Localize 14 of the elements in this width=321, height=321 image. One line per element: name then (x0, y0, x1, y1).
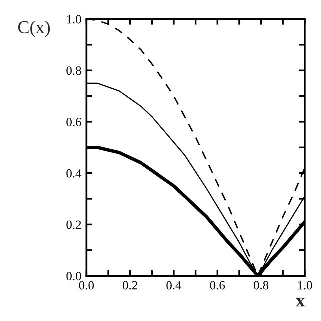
x-tick-label: 0.8 (254, 281, 269, 290)
y-tick-label: 0.4 (66, 169, 82, 178)
x-tick-label: 0.2 (122, 281, 138, 290)
y-tick-label: 0.8 (66, 66, 82, 76)
x-axis-title: x (296, 298, 305, 307)
x-tick-label: 0.4 (166, 281, 182, 290)
x-tick-label: 0.6 (210, 281, 226, 290)
x-tick-label: 0.0 (79, 281, 94, 290)
y-tick-label: 0.0 (66, 272, 82, 281)
y-tick-label: 0.2 (66, 220, 82, 230)
y-axis-title: C(x) (18, 20, 50, 38)
y-tick-label: 1.0 (67, 15, 82, 24)
x-tick-label: 1.0 (298, 281, 312, 290)
y-tick-label: 0.6 (66, 118, 82, 126)
